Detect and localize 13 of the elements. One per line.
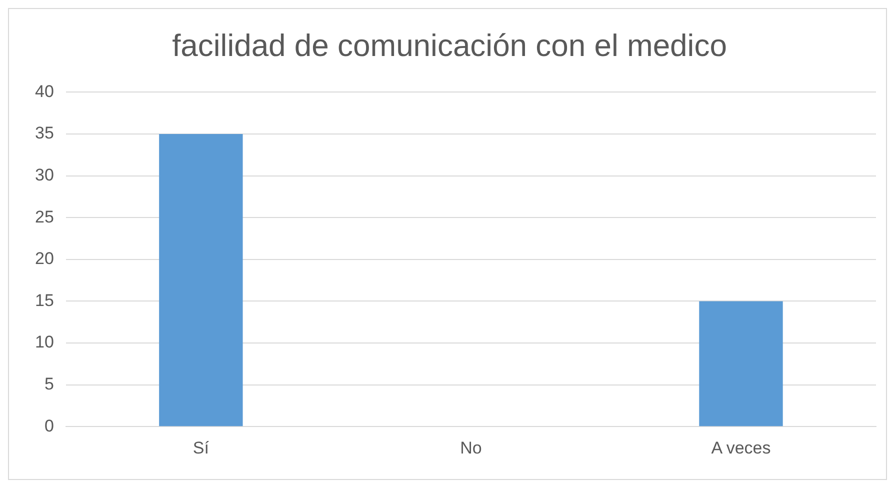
chart-title: facilidad de comunicación con el medico bbox=[172, 28, 727, 64]
y-tick-label: 10 bbox=[34, 332, 54, 352]
y-tick-label: 0 bbox=[44, 416, 54, 436]
y-tick-label: 25 bbox=[34, 207, 54, 226]
y-tick-label: 35 bbox=[34, 124, 54, 143]
x-tick-label: A veces bbox=[711, 438, 771, 458]
y-tick-label: 30 bbox=[34, 165, 54, 184]
y-tick-label: 5 bbox=[44, 374, 54, 394]
y-tick-label: 40 bbox=[34, 82, 54, 101]
x-tick-label: No bbox=[460, 438, 482, 458]
y-tick-label: 20 bbox=[34, 249, 54, 268]
y-tick-label: 15 bbox=[34, 290, 54, 310]
x-tick-label: Sí bbox=[192, 438, 210, 458]
